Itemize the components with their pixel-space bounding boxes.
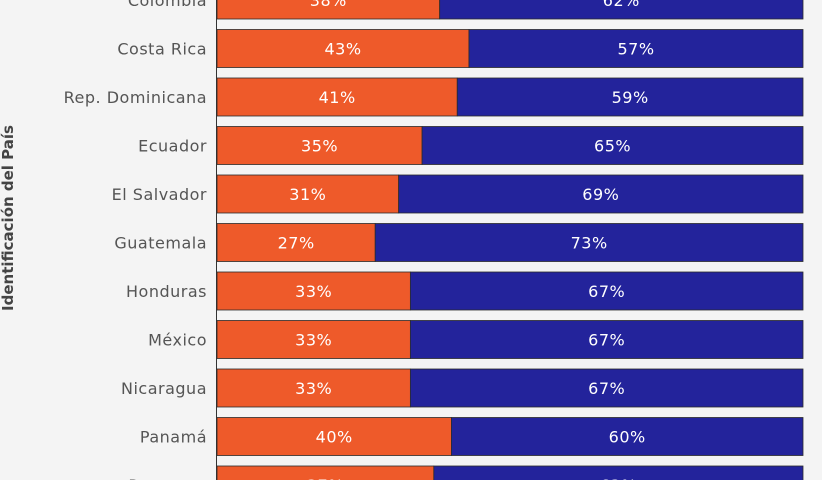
bar-segment-first <box>216 29 470 68</box>
category-label: El Salvador <box>112 185 207 204</box>
bar-value-label: 60% <box>609 428 646 447</box>
bar-segment-second <box>450 417 804 456</box>
bar-segment-first <box>216 368 411 408</box>
bar-value-label: 41% <box>319 88 356 107</box>
bar-value-label: 33% <box>295 282 332 301</box>
bar-value-label: 37% <box>307 476 344 480</box>
bar-segment-second <box>409 320 804 359</box>
bar-value-label: 67% <box>588 282 625 301</box>
bar-segment-first <box>216 417 452 456</box>
bar-value-label: 67% <box>588 379 625 398</box>
bar-segment-first <box>216 320 411 359</box>
bar-segment-second <box>409 368 804 408</box>
bar-value-label: 33% <box>295 331 332 350</box>
bar-segment-first <box>216 126 423 165</box>
bar-value-label: 57% <box>617 40 654 59</box>
category-label: Costa Rica <box>117 40 207 59</box>
bar-segment-second <box>398 174 804 214</box>
bar-segment-first <box>216 223 376 262</box>
bar-value-label: 31% <box>289 185 326 204</box>
bar-value-label: 43% <box>324 40 361 59</box>
bar-segment-second <box>433 465 804 480</box>
category-label: Ecuador <box>138 137 207 156</box>
bar-segment-first <box>216 0 441 20</box>
bar-segment-second <box>421 126 804 165</box>
category-label: Panamá <box>140 428 207 447</box>
bar-value-label: 59% <box>612 88 649 107</box>
bar-value-label: 62% <box>603 0 640 10</box>
bar-segment-second <box>374 223 804 262</box>
bars-group: Colombia 38% 62% Costa Rica 43% 57% Rep. Domin… <box>64 0 804 480</box>
bar-segment-second <box>439 0 804 20</box>
bar-segment-first <box>216 465 435 480</box>
bar-value-label: 27% <box>278 234 315 253</box>
category-label: Paraguay <box>128 476 207 480</box>
category-label: Colombia <box>128 0 207 10</box>
category-label: México <box>148 331 207 350</box>
y-axis-title: Identificación del País <box>0 125 17 311</box>
bar-segment-second <box>468 29 804 68</box>
bar-value-label: 73% <box>571 234 608 253</box>
bar-value-label: 33% <box>295 379 332 398</box>
bar-segment-first <box>216 77 458 117</box>
bar-value-label: 40% <box>316 428 353 447</box>
bar-value-label: 35% <box>301 137 338 156</box>
bar-value-label: 69% <box>582 185 619 204</box>
bar-value-label: 65% <box>594 137 631 156</box>
category-label: Rep. Dominicana <box>64 88 207 107</box>
bar-segment-first <box>216 174 400 214</box>
bar-segment-second <box>409 271 804 311</box>
bar-value-label: 63% <box>600 476 637 480</box>
bar-segment-second <box>456 77 804 117</box>
category-label: Honduras <box>126 282 207 301</box>
bar-value-label: 67% <box>588 331 625 350</box>
bar-value-label: 38% <box>310 0 347 10</box>
bar-segment-first <box>216 271 411 311</box>
category-label: Nicaragua <box>121 379 207 398</box>
category-label: Guatemala <box>114 234 207 253</box>
